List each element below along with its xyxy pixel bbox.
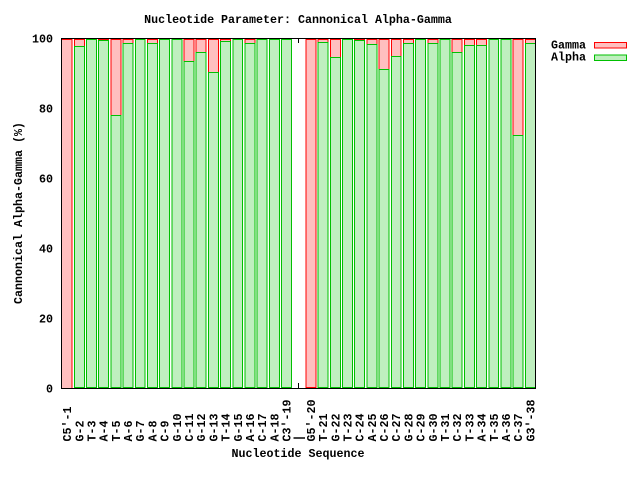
- svg-text:G-12: G-12: [195, 414, 209, 442]
- svg-text:Gamma: Gamma: [551, 39, 586, 53]
- svg-text:C-26: C-26: [378, 414, 392, 442]
- svg-text:T-21: T-21: [317, 414, 331, 442]
- svg-text:|: |: [293, 435, 307, 442]
- svg-text:G-13: G-13: [207, 414, 221, 442]
- svg-text:T-33: T-33: [463, 414, 477, 442]
- svg-text:G-7: G-7: [134, 421, 148, 442]
- svg-text:A-36: A-36: [500, 414, 514, 442]
- svg-text:0: 0: [46, 383, 53, 397]
- svg-text:C-29: C-29: [415, 414, 429, 442]
- svg-text:G3'-38: G3'-38: [524, 400, 538, 442]
- svg-text:100: 100: [32, 33, 53, 47]
- svg-text:20: 20: [39, 313, 53, 327]
- svg-text:T-23: T-23: [341, 414, 355, 442]
- svg-text:A-4: A-4: [98, 421, 112, 442]
- svg-text:A-25: A-25: [366, 414, 380, 442]
- svg-text:C3'-19: C3'-19: [281, 400, 295, 442]
- svg-text:A-8: A-8: [146, 421, 160, 442]
- svg-text:T-35: T-35: [488, 414, 502, 442]
- svg-text:C-9: C-9: [159, 421, 173, 442]
- svg-text:T-14: T-14: [220, 414, 234, 442]
- svg-text:C-32: C-32: [451, 414, 465, 442]
- svg-text:G-15: G-15: [232, 414, 246, 442]
- svg-text:A-18: A-18: [268, 414, 282, 442]
- svg-text:T-3: T-3: [85, 421, 99, 442]
- svg-text:G-2: G-2: [73, 421, 87, 442]
- svg-text:Nucleotide Sequence: Nucleotide Sequence: [232, 447, 365, 461]
- svg-text:80: 80: [39, 103, 53, 117]
- svg-text:C-11: C-11: [183, 414, 197, 442]
- svg-text:A-34: A-34: [476, 414, 490, 442]
- svg-text:Cannonical Alpha-Gamma (%): Cannonical Alpha-Gamma (%): [12, 122, 26, 304]
- svg-text:C-17: C-17: [256, 414, 270, 442]
- svg-text:Nucleotide Parameter: Cannonic: Nucleotide Parameter: Cannonical Alpha-G…: [144, 13, 452, 27]
- svg-text:T-5: T-5: [110, 421, 124, 442]
- svg-text:G-22: G-22: [329, 414, 343, 442]
- svg-text:G-10: G-10: [171, 414, 185, 442]
- svg-text:40: 40: [39, 243, 53, 257]
- svg-text:G-30: G-30: [427, 414, 441, 442]
- svg-text:A-6: A-6: [122, 421, 136, 442]
- svg-text:Alpha: Alpha: [551, 51, 586, 65]
- svg-text:C-24: C-24: [354, 414, 368, 442]
- svg-text:G5'-20: G5'-20: [305, 400, 319, 442]
- svg-text:C-27: C-27: [390, 414, 404, 442]
- svg-text:A-16: A-16: [244, 414, 258, 442]
- svg-text:60: 60: [39, 173, 53, 187]
- svg-text:T-31: T-31: [439, 414, 453, 442]
- svg-text:C5'-1: C5'-1: [61, 407, 75, 442]
- svg-text:G-28: G-28: [402, 414, 416, 442]
- svg-text:C-37: C-37: [512, 414, 526, 442]
